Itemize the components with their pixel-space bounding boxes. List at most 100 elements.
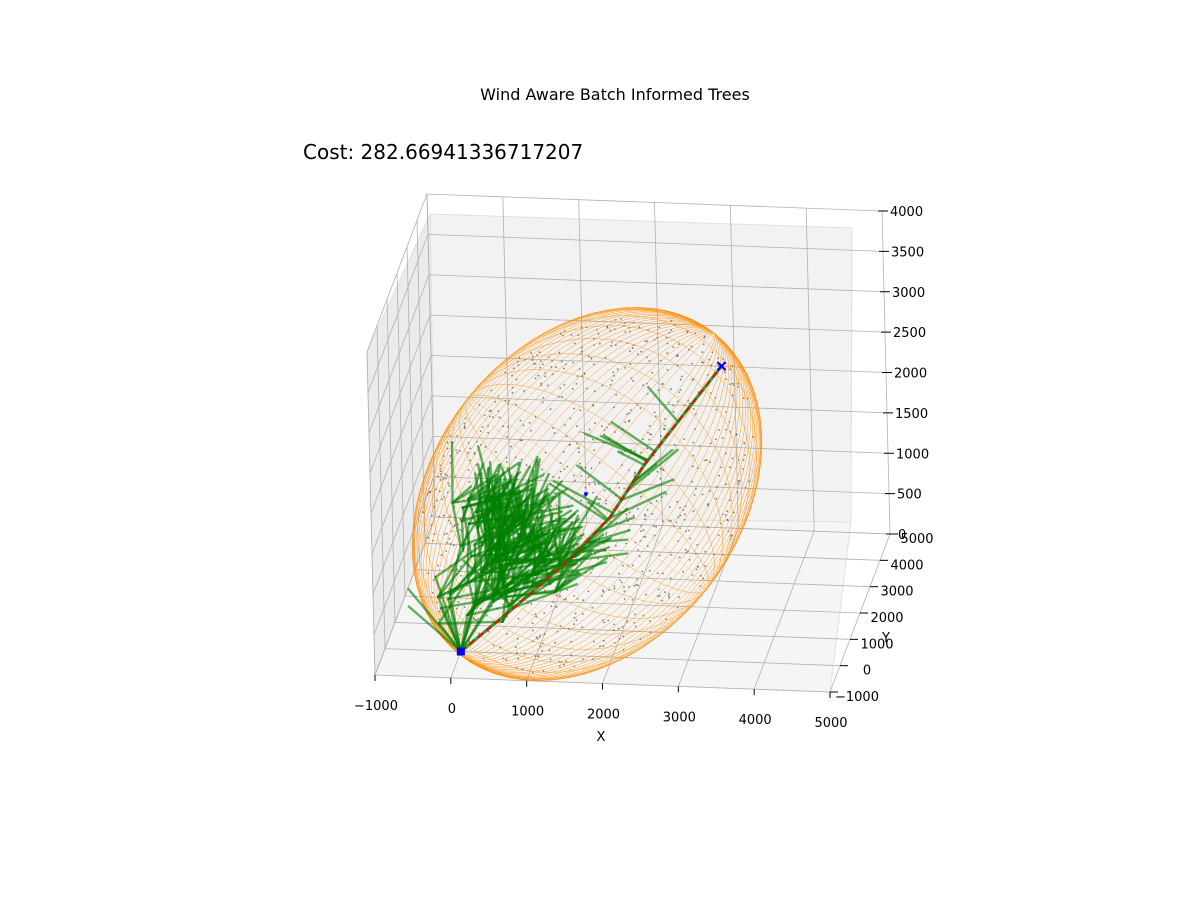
sample-point (436, 499, 438, 502)
z-tick-label: 4000 (890, 205, 923, 220)
tree-edge (437, 547, 465, 599)
sample-point (463, 427, 466, 430)
sample-point (666, 352, 669, 355)
ellipsoid-wire (423, 325, 751, 663)
x-axis-label: X (597, 730, 606, 745)
sample-point (644, 340, 647, 343)
sample-point (625, 413, 628, 416)
sample-point (702, 343, 705, 346)
z-grid-line (374, 516, 891, 676)
sample-point (631, 598, 634, 601)
sample-point (626, 620, 629, 623)
sample-point (477, 617, 480, 620)
sample-point (468, 480, 471, 483)
sample-point (541, 649, 543, 652)
sample-point (479, 430, 482, 432)
sample-point (725, 483, 727, 486)
sample-point (549, 658, 552, 661)
sample-point (511, 391, 514, 394)
tree-edge (524, 492, 559, 541)
sample-point (670, 329, 673, 332)
sample-point (592, 438, 594, 441)
x-tick-label: −1000 (354, 699, 398, 714)
sample-point (505, 658, 508, 661)
sample-point (422, 511, 425, 514)
sample-point (634, 625, 637, 628)
tree-edge (496, 479, 505, 526)
sample-point (633, 584, 636, 587)
x-tick-label: 0 (448, 702, 456, 717)
tree-edge (566, 552, 629, 563)
search-tree (407, 385, 680, 653)
tree-edge (524, 472, 550, 527)
sample-point (630, 409, 633, 411)
sample-point (599, 342, 601, 345)
sample-point (679, 506, 681, 509)
sample-point (742, 397, 745, 399)
sample-point (448, 484, 451, 487)
sample-point (731, 382, 734, 385)
sample-point (459, 528, 461, 531)
sample-point (559, 665, 561, 668)
sample-point (692, 510, 695, 513)
tree-edge (610, 421, 657, 453)
sample-point (563, 663, 565, 666)
sample-point (742, 459, 745, 461)
sample-point (522, 424, 525, 427)
sample-point (439, 479, 442, 481)
tree-edge (555, 527, 577, 592)
sample-point (704, 565, 707, 567)
center-marker (584, 492, 588, 496)
sample-point (576, 598, 579, 600)
sample-point (633, 622, 635, 624)
sample-point (442, 514, 445, 517)
sample-point (565, 435, 568, 438)
z-tick-label: 1500 (895, 407, 928, 422)
sample-point (629, 363, 632, 366)
sample-point (650, 433, 653, 436)
sample-point (605, 502, 607, 505)
sample-point (623, 487, 626, 490)
sample-point (705, 459, 708, 461)
sample-point (563, 468, 566, 470)
sample-point (636, 353, 639, 356)
sample-point (488, 410, 491, 413)
sample-point (629, 350, 631, 353)
sample-point (737, 482, 740, 485)
sample-point (525, 464, 528, 467)
tree-edge (600, 435, 649, 462)
tree-edge (544, 561, 608, 581)
sample-point (543, 612, 546, 614)
sample-point (581, 613, 584, 615)
sample-point (517, 617, 520, 620)
sample-point (662, 572, 664, 575)
sample-point (604, 357, 607, 359)
sample-point (542, 397, 545, 399)
sample-point (572, 361, 574, 364)
sample-point (645, 593, 647, 596)
tree-edge (462, 522, 471, 551)
sample-point (742, 468, 744, 470)
sample-point (584, 486, 587, 489)
sample-point (559, 387, 562, 389)
sample-point (647, 431, 649, 434)
sample-point (495, 451, 497, 454)
sample-point (701, 351, 704, 354)
z-grid-line (372, 435, 889, 595)
sample-point (690, 345, 693, 348)
sample-point (634, 471, 637, 474)
sample-point (616, 368, 619, 371)
sample-point (531, 629, 534, 632)
sample-point (644, 513, 646, 516)
z-grid-line (368, 274, 885, 433)
sample-point (561, 360, 563, 363)
sample-point (442, 477, 445, 480)
tree-edge (460, 492, 472, 523)
sample-point (621, 564, 624, 567)
sample-point (648, 360, 651, 362)
sample-point (580, 475, 583, 477)
sample-point (561, 395, 563, 398)
sample-point (731, 394, 734, 397)
sample-point (612, 371, 615, 374)
